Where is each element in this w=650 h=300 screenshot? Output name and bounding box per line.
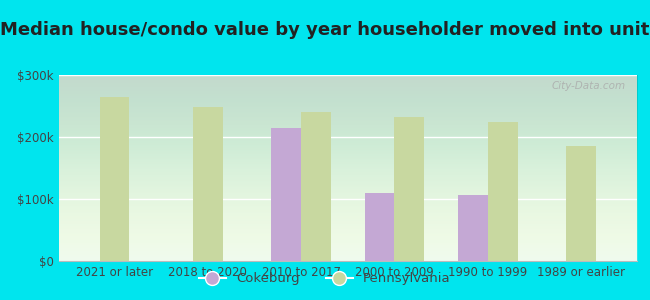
Bar bbox=[99, 97, 129, 261]
Text: Median house/condo value by year householder moved into unit: Median house/condo value by year househo… bbox=[0, 21, 650, 39]
Bar bbox=[458, 195, 488, 261]
Bar bbox=[365, 193, 395, 261]
Bar bbox=[488, 122, 517, 261]
Bar bbox=[566, 146, 596, 261]
Bar bbox=[193, 107, 223, 261]
Text: City-Data.com: City-Data.com bbox=[551, 81, 625, 91]
Bar bbox=[301, 112, 331, 261]
Bar bbox=[271, 128, 301, 261]
Bar bbox=[395, 117, 424, 261]
Legend: Cokeburg, Pennsylvania: Cokeburg, Pennsylvania bbox=[194, 267, 456, 290]
